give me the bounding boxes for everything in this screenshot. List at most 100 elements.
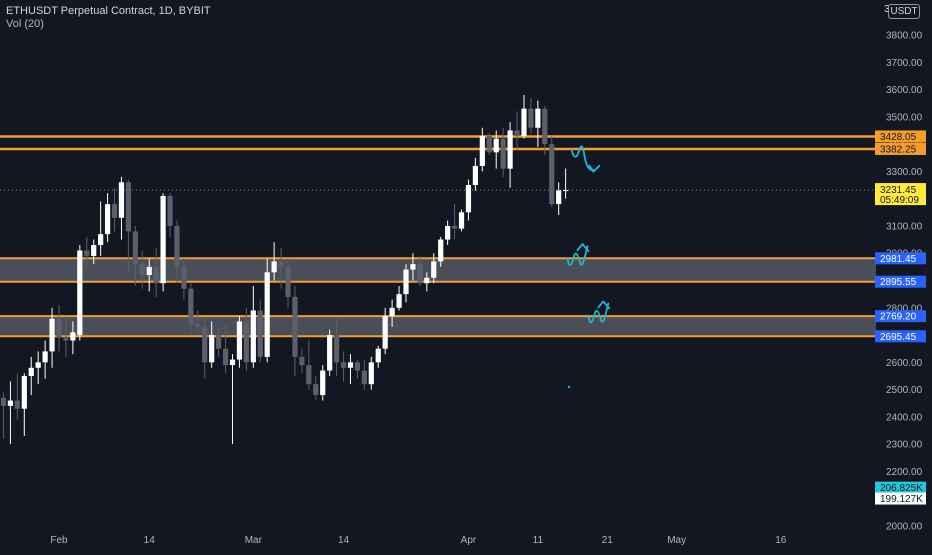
candle-2022-02-16[interactable] xyxy=(160,193,166,292)
candle-2022-04-11[interactable] xyxy=(535,100,541,147)
candle-2022-02-02[interactable] xyxy=(63,315,69,357)
unit-badge[interactable]: USDT xyxy=(888,4,920,19)
candle-2022-03-17[interactable] xyxy=(361,359,367,390)
candle-2022-03-25[interactable] xyxy=(417,255,423,286)
candle-2022-04-09[interactable] xyxy=(521,95,527,139)
candle-2022-03-03[interactable] xyxy=(264,258,270,363)
candle-2022-01-30[interactable] xyxy=(42,340,48,379)
volume-tag-1[interactable]: 206.825K xyxy=(880,483,923,494)
candle-2022-03-26[interactable] xyxy=(424,272,430,292)
candle-2022-01-26[interactable] xyxy=(14,373,20,420)
candle-2022-02-05[interactable] xyxy=(84,236,90,267)
candle-2022-02-19[interactable] xyxy=(181,258,187,300)
candle-2022-03-13[interactable] xyxy=(334,318,340,376)
candle-2022-02-20[interactable] xyxy=(188,283,194,336)
candle-2022-03-11[interactable] xyxy=(320,365,326,401)
candle-2022-02-28[interactable] xyxy=(243,307,249,371)
candle-2022-01-31[interactable] xyxy=(49,307,55,368)
candle-2022-03-14[interactable] xyxy=(340,351,347,382)
candle-2022-02-22[interactable] xyxy=(202,318,208,379)
candle-2022-02-18[interactable] xyxy=(174,220,180,284)
candle-2022-01-28[interactable] xyxy=(28,356,34,396)
candle-2022-03-05[interactable] xyxy=(278,247,284,289)
annotation-arrow-up-3[interactable] xyxy=(587,300,611,324)
candle-2022-04-01[interactable] xyxy=(465,179,472,221)
candle-2022-04-15[interactable] xyxy=(563,168,569,199)
candle-2022-02-27[interactable] xyxy=(236,315,243,368)
candle-2022-03-07[interactable] xyxy=(292,285,298,376)
candle-2022-03-29[interactable] xyxy=(445,220,451,246)
candle-2022-03-04[interactable] xyxy=(271,242,277,281)
candle-2022-03-01[interactable] xyxy=(250,285,256,368)
zone-1-fill[interactable] xyxy=(0,258,876,282)
candle-2022-03-22[interactable] xyxy=(396,285,402,311)
candle-2022-03-31[interactable] xyxy=(458,209,465,232)
candle-2022-02-09[interactable] xyxy=(111,187,118,232)
zone-2-top-tag[interactable]: 2769.20 xyxy=(880,312,917,323)
candle-2022-03-09[interactable] xyxy=(306,340,312,390)
candle-2022-03-28[interactable] xyxy=(438,236,444,267)
candle-2022-03-30[interactable] xyxy=(451,204,458,240)
candle-2022-03-21[interactable] xyxy=(389,299,395,327)
zone-2-bottom-tag[interactable]: 2695.45 xyxy=(880,332,917,343)
candle-2022-01-29[interactable] xyxy=(35,351,41,385)
volume-indicator-label[interactable]: Vol (20) xyxy=(6,18,44,30)
candle-2022-02-25[interactable] xyxy=(222,324,229,374)
candle-2022-03-16[interactable] xyxy=(354,359,361,379)
candle-2022-03-12[interactable] xyxy=(327,329,333,376)
level-price-tag-1[interactable]: 3428.05 xyxy=(880,132,917,143)
candle-2022-01-24[interactable] xyxy=(0,392,7,439)
zone-1-top-tag[interactable]: 2981.45 xyxy=(880,254,917,265)
candle-2022-02-03[interactable] xyxy=(70,321,76,355)
candle-2022-03-02[interactable] xyxy=(257,299,263,363)
candle-2022-03-19[interactable] xyxy=(375,345,381,368)
candle-2022-02-11[interactable] xyxy=(125,179,131,273)
candle-2022-03-27[interactable] xyxy=(431,253,437,284)
candle-2022-02-12[interactable] xyxy=(132,225,138,286)
candle-2022-03-08[interactable] xyxy=(299,348,305,374)
annotation-arrow-down-1[interactable] xyxy=(570,145,601,173)
candle-2022-03-24[interactable] xyxy=(410,253,416,281)
candle-2022-03-20[interactable] xyxy=(382,307,388,355)
candle-2022-02-07[interactable] xyxy=(98,201,104,256)
candle-2022-02-06[interactable] xyxy=(91,239,97,265)
volume-tag-2[interactable]: 199.127K xyxy=(880,494,923,505)
candle-2022-04-07[interactable] xyxy=(507,122,513,188)
candle-2022-04-13[interactable] xyxy=(549,135,555,207)
level-price-tag-2[interactable]: 3382.25 xyxy=(880,144,917,155)
candle-2022-02-24[interactable] xyxy=(216,326,222,357)
candle-2022-01-27[interactable] xyxy=(21,373,27,436)
candle-2022-03-10[interactable] xyxy=(313,375,319,401)
candle-2022-01-25[interactable] xyxy=(7,381,14,445)
candle-2022-02-15[interactable] xyxy=(153,247,159,297)
annotation-arrow-up-2[interactable] xyxy=(566,243,590,267)
candle-2022-03-23[interactable] xyxy=(403,264,409,303)
candle-2022-02-23[interactable] xyxy=(209,321,215,368)
candle-2022-02-04[interactable] xyxy=(77,245,83,341)
candle-2022-02-08[interactable] xyxy=(104,193,111,243)
candle-2022-02-26[interactable] xyxy=(229,354,236,445)
zone-2-fill[interactable] xyxy=(0,316,876,337)
candle-2022-02-10[interactable] xyxy=(118,176,125,240)
candle-2022-04-05[interactable] xyxy=(493,130,499,169)
candle-2022-02-14[interactable] xyxy=(146,258,152,292)
last-price-tag[interactable]: 3231.45 xyxy=(880,185,917,196)
candle-2022-04-03[interactable] xyxy=(479,127,485,172)
candle-2022-04-02[interactable] xyxy=(472,157,478,191)
candle-2022-02-17[interactable] xyxy=(167,193,173,237)
candle-2022-04-06[interactable] xyxy=(500,127,506,177)
candle-2022-04-12[interactable] xyxy=(542,105,548,156)
candle-2022-03-06[interactable] xyxy=(285,258,291,308)
candle-2022-02-21[interactable] xyxy=(195,310,201,333)
candle-2022-04-10[interactable] xyxy=(528,97,534,134)
candle-2022-04-14[interactable] xyxy=(556,182,562,216)
zone-1-bottom-tag[interactable]: 2895.55 xyxy=(880,277,917,288)
candle-2022-02-01[interactable] xyxy=(56,305,62,352)
candle-2022-03-18[interactable] xyxy=(368,356,374,390)
candle-2022-03-15[interactable] xyxy=(347,354,354,385)
candle-2022-04-08[interactable] xyxy=(514,111,520,150)
candle-2022-04-04[interactable] xyxy=(486,133,492,156)
candle-2022-02-13[interactable] xyxy=(139,250,145,289)
